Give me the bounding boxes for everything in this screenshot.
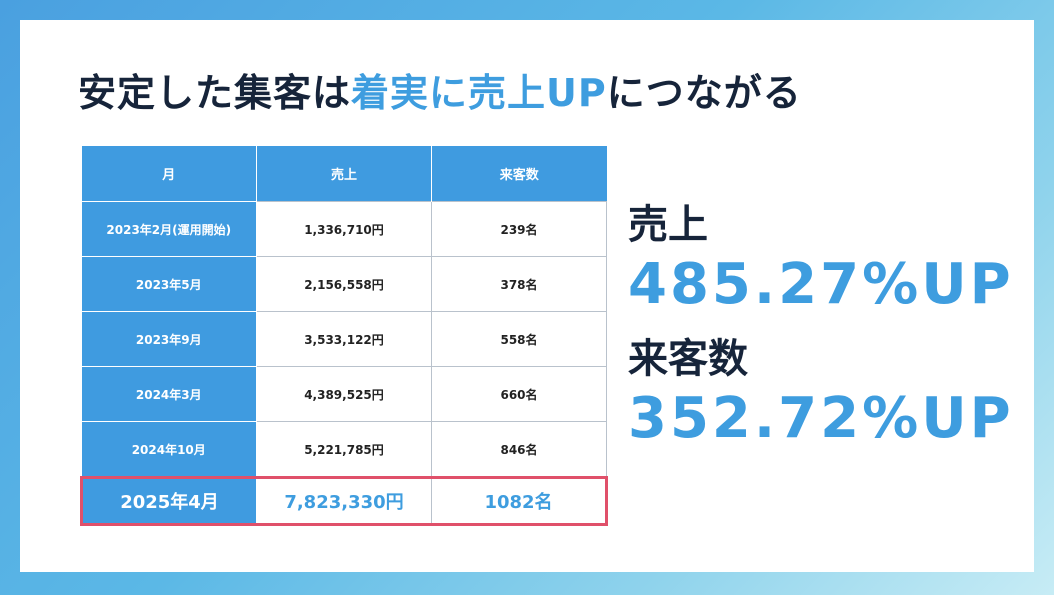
cell-sales: 3,533,122円 (256, 311, 432, 367)
header-month: 月 (81, 146, 257, 202)
cell-sales: 4,389,525円 (256, 366, 432, 422)
visitors-stat-label: 来客数 (628, 336, 748, 382)
sales-table-container: 月 売上 来客数 2023年2月(運用開始) 1,336,710円 239名 2… (80, 146, 608, 526)
visitors-stat-value: 352.72%UP (628, 386, 1014, 451)
cell-sales: 5,221,785円 (256, 421, 432, 478)
stats-panel: 売上 485.27%UP 来客数 352.72%UP (628, 205, 1014, 447)
cell-visitors: 558名 (431, 311, 607, 367)
title-highlight: 着実に売上UP (351, 71, 607, 115)
title-part1: 安定した集客は (78, 71, 352, 115)
cell-month: 2023年5月 (81, 256, 257, 312)
sales-table: 月 売上 来客数 2023年2月(運用開始) 1,336,710円 239名 2… (80, 146, 608, 526)
table-row: 2023年2月(運用開始) 1,336,710円 239名 (81, 201, 607, 257)
table-row-highlighted: 2025年4月 7,823,330円 1082名 (80, 476, 608, 526)
table-row: 2023年5月 2,156,558円 378名 (81, 256, 607, 312)
cell-visitors: 239名 (431, 201, 607, 257)
cell-sales: 1,336,710円 (256, 201, 432, 257)
sales-stat-label: 売上 (628, 202, 708, 248)
table-row: 2024年3月 4,389,525円 660名 (81, 366, 607, 422)
page-title: 安定した集客は着実に売上UPにつながる (78, 62, 802, 117)
table-row: 2023年9月 3,533,122円 558名 (81, 311, 607, 367)
cell-sales: 7,823,330円 (256, 476, 432, 526)
cell-visitors: 660名 (431, 366, 607, 422)
cell-month: 2023年9月 (81, 311, 257, 367)
slide: 安定した集客は着実に売上UPにつながる 月 売上 来客数 2023年2月(運用開… (20, 20, 1034, 572)
cell-month: 2024年3月 (81, 366, 257, 422)
cell-month: 2024年10月 (81, 421, 257, 478)
cell-visitors: 846名 (431, 421, 607, 478)
title-part2: につながる (606, 71, 802, 115)
cell-visitors: 378名 (431, 256, 607, 312)
header-visitors: 来客数 (431, 146, 607, 202)
sales-stat-value: 485.27%UP (628, 252, 1014, 317)
table-header-row: 月 売上 来客数 (81, 146, 607, 202)
cell-month: 2025年4月 (80, 476, 257, 526)
cell-visitors: 1082名 (431, 476, 608, 526)
cell-sales: 2,156,558円 (256, 256, 432, 312)
header-sales: 売上 (256, 146, 432, 202)
cell-month: 2023年2月(運用開始) (81, 201, 257, 257)
table-row: 2024年10月 5,221,785円 846名 (81, 421, 607, 478)
